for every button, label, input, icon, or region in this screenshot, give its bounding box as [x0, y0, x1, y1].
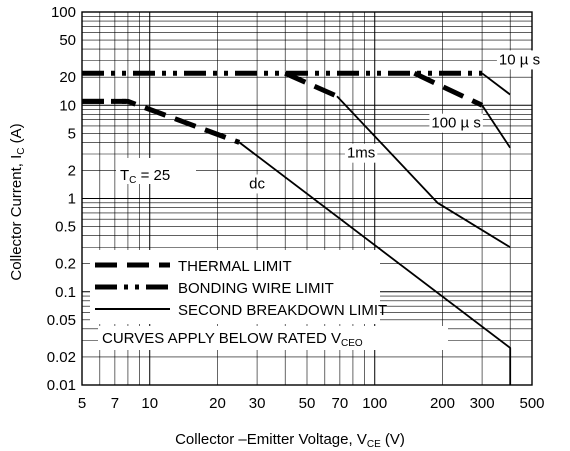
tc-label-main: T — [120, 167, 129, 184]
y-tick-label: 0.01 — [47, 377, 76, 394]
x-tick-label: 70 — [332, 395, 349, 412]
x-tick-label: 30 — [249, 395, 266, 412]
tc-label-rest: = 25 — [136, 167, 170, 184]
series-2-segment-2 — [481, 104, 511, 149]
series-0-segment-1 — [284, 71, 339, 99]
annotations: 10 µ s 100 µ s 1ms dc — [247, 50, 543, 194]
series-2-segment-1 — [336, 95, 511, 249]
annotation-bg — [247, 174, 268, 194]
x-tick-label: 20 — [209, 395, 226, 412]
y-tick-labels: 100 50 20 10 5 2 1 0.5 0.2 0.1 0.05 0.02 0.01 — [47, 4, 76, 394]
annotation-label: 1ms — [347, 145, 375, 162]
plot-frame — [81, 11, 533, 386]
y-tick-label: 0.1 — [55, 284, 76, 301]
y-tick-label: 0.05 — [47, 312, 76, 329]
x-tick-label: 500 — [519, 395, 544, 412]
x-tick-label: 10 — [141, 395, 158, 412]
x-tick-label: 7 — [111, 395, 119, 412]
x-axis-title-main: Collector –Emitter Voltage, V — [175, 431, 367, 448]
x-axis-title: Collector –Emitter Voltage, VCE (V) — [175, 431, 405, 450]
x-tick-label: 5 — [78, 395, 86, 412]
footnote: CURVES APPLY BELOW RATED VCEO — [98, 326, 448, 350]
annotation-label: 10 µ s — [499, 51, 540, 68]
legend-bonding-label: BONDING WIRE LIMIT — [178, 280, 334, 297]
x-tick-label: 50 — [299, 395, 316, 412]
y-tick-label: 50 — [59, 32, 76, 49]
curves — [82, 70, 512, 385]
series-2-segment-0 — [238, 141, 512, 385]
y-axis-title: Collector Current, IC (A) — [8, 123, 27, 280]
tc-label: TC = 25 — [116, 158, 196, 186]
series-0-segment-2 — [413, 71, 484, 108]
y-tick-label: 10 — [59, 97, 76, 114]
y-tick-label: 2 — [68, 162, 76, 179]
x-axis-title-sub: CE — [367, 439, 381, 450]
legend-second-breakdown-label: SECOND BREAKDOWN LIMIT — [178, 302, 387, 319]
series-0-segment-0 — [82, 98, 241, 145]
y-tick-label: 5 — [68, 125, 76, 142]
legend: THERMAL LIMIT BONDING WIRE LIMIT SECOND … — [90, 250, 387, 324]
footnote-main: CURVES APPLY BELOW RATED V — [102, 330, 341, 347]
series-2-segment-3 — [481, 72, 511, 96]
annotation-bg — [429, 113, 483, 133]
y-tick-label: 0.2 — [55, 256, 76, 273]
annotation-bg — [496, 50, 543, 70]
x-tick-label: 300 — [470, 395, 495, 412]
y-tick-label: 0.5 — [55, 219, 76, 236]
svg-text:TC = 25: TC = 25 — [120, 167, 170, 186]
y-tick-label: 100 — [51, 4, 76, 21]
annotation-label: dc — [249, 175, 265, 192]
y-axis-title-main: Collector Current, I — [8, 155, 25, 281]
x-axis-title-unit: (V) — [381, 431, 405, 448]
y-axis-title-sub: C — [16, 148, 27, 155]
svg-text:CURVES APPLY BELOW RATED VCEO: CURVES APPLY BELOW RATED VCEO — [102, 330, 363, 349]
y-tick-label: 1 — [68, 191, 76, 208]
x-tick-labels: 5 7 10 20 30 50 70 100 200 300 500 — [78, 395, 545, 412]
annotation-bg — [344, 143, 378, 163]
tc-label-sub: C — [129, 175, 136, 186]
x-tick-label: 100 — [362, 395, 387, 412]
legend-thermal-label: THERMAL LIMIT — [178, 258, 292, 275]
y-tick-label: 20 — [59, 69, 76, 86]
x-tick-label: 200 — [430, 395, 455, 412]
footnote-sub: CEO — [341, 338, 363, 349]
y-axis-title-unit: (A) — [8, 123, 25, 147]
annotation-label: 100 µ s — [431, 115, 481, 132]
y-tick-label: 0.02 — [47, 349, 76, 366]
